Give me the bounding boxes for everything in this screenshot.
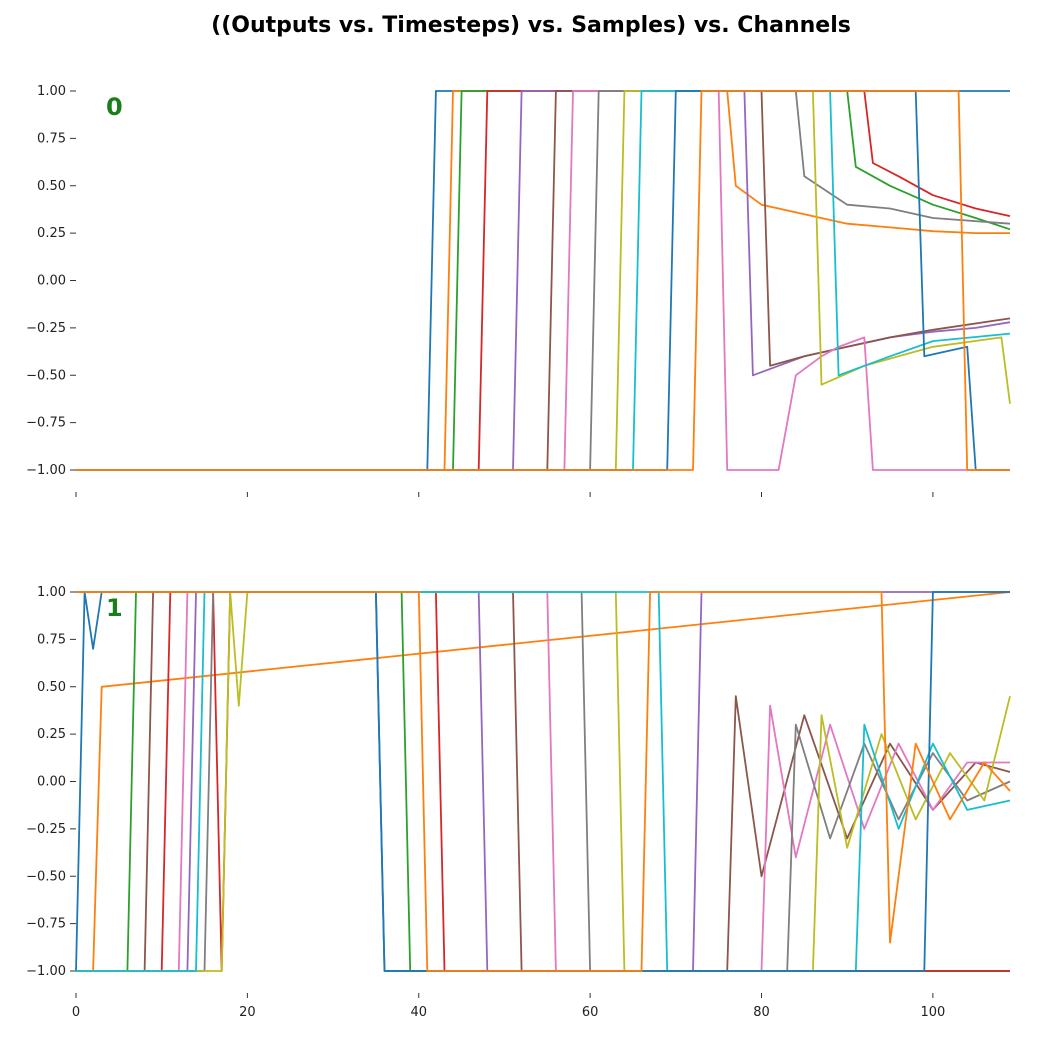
x-tick-label: 100 bbox=[920, 1005, 945, 1020]
subplot-0: 1.00 0.75 0.50 0.25 0.00 −0.25 −0.50 −0.75 −1.00… bbox=[26, 84, 1011, 497]
series-line bbox=[76, 90, 1010, 471]
series-line bbox=[76, 591, 1010, 972]
series-line bbox=[76, 591, 1011, 972]
y-tick-label: 1.00 bbox=[37, 585, 66, 600]
y-tick-label: 0.75 bbox=[37, 131, 66, 146]
series-line bbox=[76, 90, 1011, 471]
y-tick-label: 0.25 bbox=[37, 727, 66, 742]
series-line bbox=[76, 591, 1011, 972]
y-tick-label: 0.00 bbox=[37, 775, 66, 790]
y-tick-label: −1.00 bbox=[26, 964, 66, 979]
y-tick-label: −1.00 bbox=[26, 463, 66, 478]
panel-label: 1 bbox=[106, 594, 123, 622]
y-tick-label: −0.50 bbox=[26, 368, 66, 383]
plot-area: 1.00 0.75 0.50 0.25 0.00 −0.25 −0.50 −0.75 −1.00… bbox=[26, 84, 1011, 1020]
series-line bbox=[76, 90, 1010, 471]
x-tick-label: 60 bbox=[582, 1005, 599, 1020]
series-line bbox=[76, 591, 1010, 972]
series-line bbox=[76, 591, 1010, 972]
y-tick-label: −0.25 bbox=[26, 321, 66, 336]
y-tick-label: 0.50 bbox=[37, 179, 66, 194]
series-line bbox=[76, 591, 1010, 972]
x-tick-label: 40 bbox=[410, 1005, 427, 1020]
y-tick-label: −0.50 bbox=[26, 869, 66, 884]
y-tick-label: 0.75 bbox=[37, 632, 66, 647]
x-tick-label: 80 bbox=[753, 1005, 770, 1020]
series-line bbox=[76, 591, 1011, 972]
subplot-1: 1.00 0.75 0.50 0.25 0.00 −0.25 −0.50 −0.75 −1.00… bbox=[26, 585, 1011, 1020]
series-line bbox=[76, 591, 1011, 972]
y-tick-label: 0.00 bbox=[37, 274, 66, 289]
panel-label: 0 bbox=[106, 93, 123, 121]
series-line bbox=[76, 90, 1010, 471]
series-line bbox=[76, 591, 1011, 972]
series-line bbox=[76, 591, 1011, 972]
y-tick-label: −0.75 bbox=[26, 917, 66, 932]
series-line bbox=[76, 90, 1011, 471]
series-line bbox=[76, 90, 1011, 471]
x-tick-label: 0 bbox=[72, 1005, 80, 1020]
series-line bbox=[76, 591, 1010, 972]
y-tick-label: 0.50 bbox=[37, 680, 66, 695]
y-tick-label: 1.00 bbox=[37, 84, 66, 99]
series-line bbox=[76, 90, 1010, 471]
series-line bbox=[76, 90, 1011, 471]
y-tick-label: 0.25 bbox=[37, 226, 66, 241]
x-tick-label: 20 bbox=[239, 1005, 256, 1020]
y-tick-label: −0.75 bbox=[26, 416, 66, 431]
chart-title: ((Outputs vs. Timesteps) vs. Samples) vs… bbox=[211, 13, 851, 38]
y-tick-label: −0.25 bbox=[26, 822, 66, 837]
series-line bbox=[75, 591, 1010, 972]
